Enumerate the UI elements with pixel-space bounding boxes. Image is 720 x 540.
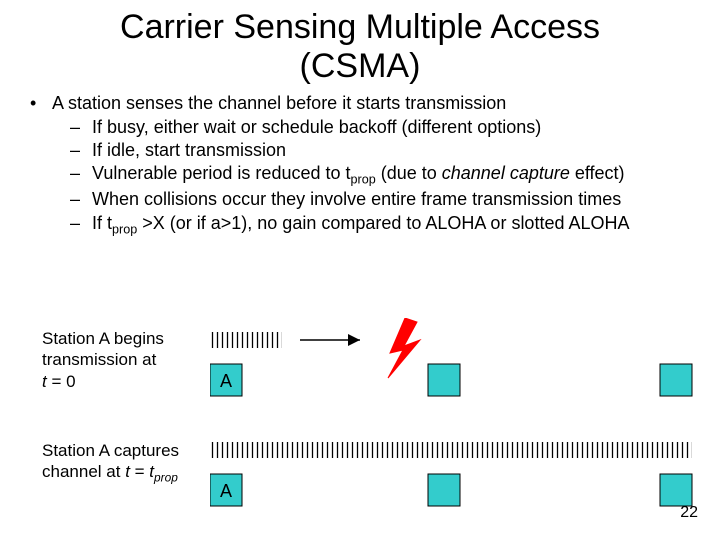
dash-icon: – <box>70 162 92 188</box>
subscript: prop <box>154 471 178 485</box>
sub-bullet: – If idle, start transmission <box>70 139 690 162</box>
text-frag: >X (or if a>1), no gain compared to ALOH… <box>137 213 629 233</box>
station-box <box>428 474 460 506</box>
dash-icon: – <box>70 139 92 162</box>
frame-hatch-icon <box>210 442 692 458</box>
sub-bullet-text: Vulnerable period is reduced to tprop (d… <box>92 162 690 188</box>
station-label: A <box>220 371 232 391</box>
sub-bullet: – Vulnerable period is reduced to tprop … <box>70 162 690 188</box>
frame-hatch-icon <box>210 332 282 348</box>
sub-bullet-text: If busy, either wait or schedule backoff… <box>92 116 690 139</box>
sub-bullet-text: If tprop >X (or if a>1), no gain compare… <box>92 212 690 238</box>
main-bullet: • A station senses the channel before it… <box>30 92 690 115</box>
main-bullet-text: A station senses the channel before it s… <box>52 92 690 115</box>
page-number: 22 <box>680 504 698 522</box>
bullet-dot-icon: • <box>30 92 52 115</box>
station-box <box>660 364 692 396</box>
diagram-row-1: A <box>210 318 710 408</box>
sub-bullet-list: – If busy, either wait or schedule backo… <box>30 116 690 238</box>
caption-line: transmission at <box>42 350 156 369</box>
sub-bullet: – If busy, either wait or schedule backo… <box>70 116 690 139</box>
caption-line: Station A begins <box>42 329 164 348</box>
caption-line: Station A captures <box>42 441 179 460</box>
sub-bullet-text: When collisions occur they involve entir… <box>92 188 690 211</box>
slide-body: • A station senses the channel before it… <box>0 86 720 237</box>
station-box <box>660 474 692 506</box>
title-line-1: Carrier Sensing Multiple Access <box>120 8 600 46</box>
subscript: prop <box>351 173 376 187</box>
title-line-2: (CSMA) <box>300 47 421 85</box>
arrow-head-icon <box>348 334 360 346</box>
subscript: prop <box>112 222 137 236</box>
slide-title: Carrier Sensing Multiple Access (CSMA) <box>0 0 720 86</box>
text-frag: Vulnerable period is reduced to t <box>92 163 351 183</box>
italic-text: channel capture <box>442 163 570 183</box>
text-frag: = <box>130 462 149 481</box>
station-box <box>428 364 460 396</box>
text-frag: effect) <box>570 163 625 183</box>
dash-icon: – <box>70 188 92 211</box>
sub-bullet: – If tprop >X (or if a>1), no gain compa… <box>70 212 690 238</box>
collision-bolt-icon <box>388 318 420 378</box>
text-frag: = 0 <box>47 372 76 391</box>
station-label: A <box>220 481 232 501</box>
text-frag: channel at <box>42 462 125 481</box>
dash-icon: – <box>70 212 92 238</box>
sub-bullet-text: If idle, start transmission <box>92 139 690 162</box>
dash-icon: – <box>70 116 92 139</box>
sub-bullet: – When collisions occur they involve ent… <box>70 188 690 211</box>
diagram-caption-1: Station A begins transmission at t = 0 <box>42 328 202 392</box>
text-frag: (due to <box>376 163 442 183</box>
diagram-row-2: A <box>210 428 710 518</box>
diagram-caption-2: Station A captures channel at t = tprop <box>42 440 212 486</box>
text-frag: If t <box>92 213 112 233</box>
